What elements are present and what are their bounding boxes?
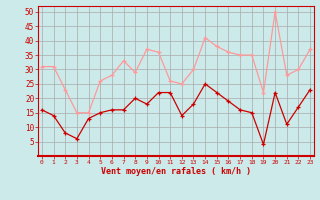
- X-axis label: Vent moyen/en rafales ( km/h ): Vent moyen/en rafales ( km/h ): [101, 167, 251, 176]
